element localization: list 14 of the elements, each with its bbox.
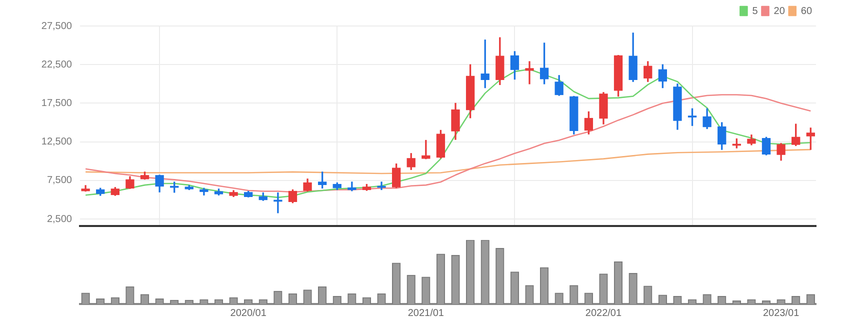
y-tick-label: 17,500 — [41, 98, 72, 109]
x-tick-label: 2021/01 — [408, 308, 444, 319]
y-tick-label: 27,500 — [41, 20, 72, 32]
candlestick — [525, 61, 534, 84]
x-tick-label: 2023/01 — [762, 308, 800, 319]
y-tick-label: 2,500 — [46, 214, 72, 225]
y-tick-label: 7,500 — [46, 175, 72, 186]
legend-label: 5 — [752, 6, 758, 17]
y-tick-label: 12,500 — [41, 136, 72, 148]
x-tick-label: 2022/01 — [585, 308, 622, 319]
y-tick-label: 22,500 — [41, 59, 72, 70]
legend-label: 20 — [774, 6, 786, 17]
x-tick-label: 2020/01 — [230, 308, 267, 319]
legend-label: 60 — [800, 6, 812, 17]
